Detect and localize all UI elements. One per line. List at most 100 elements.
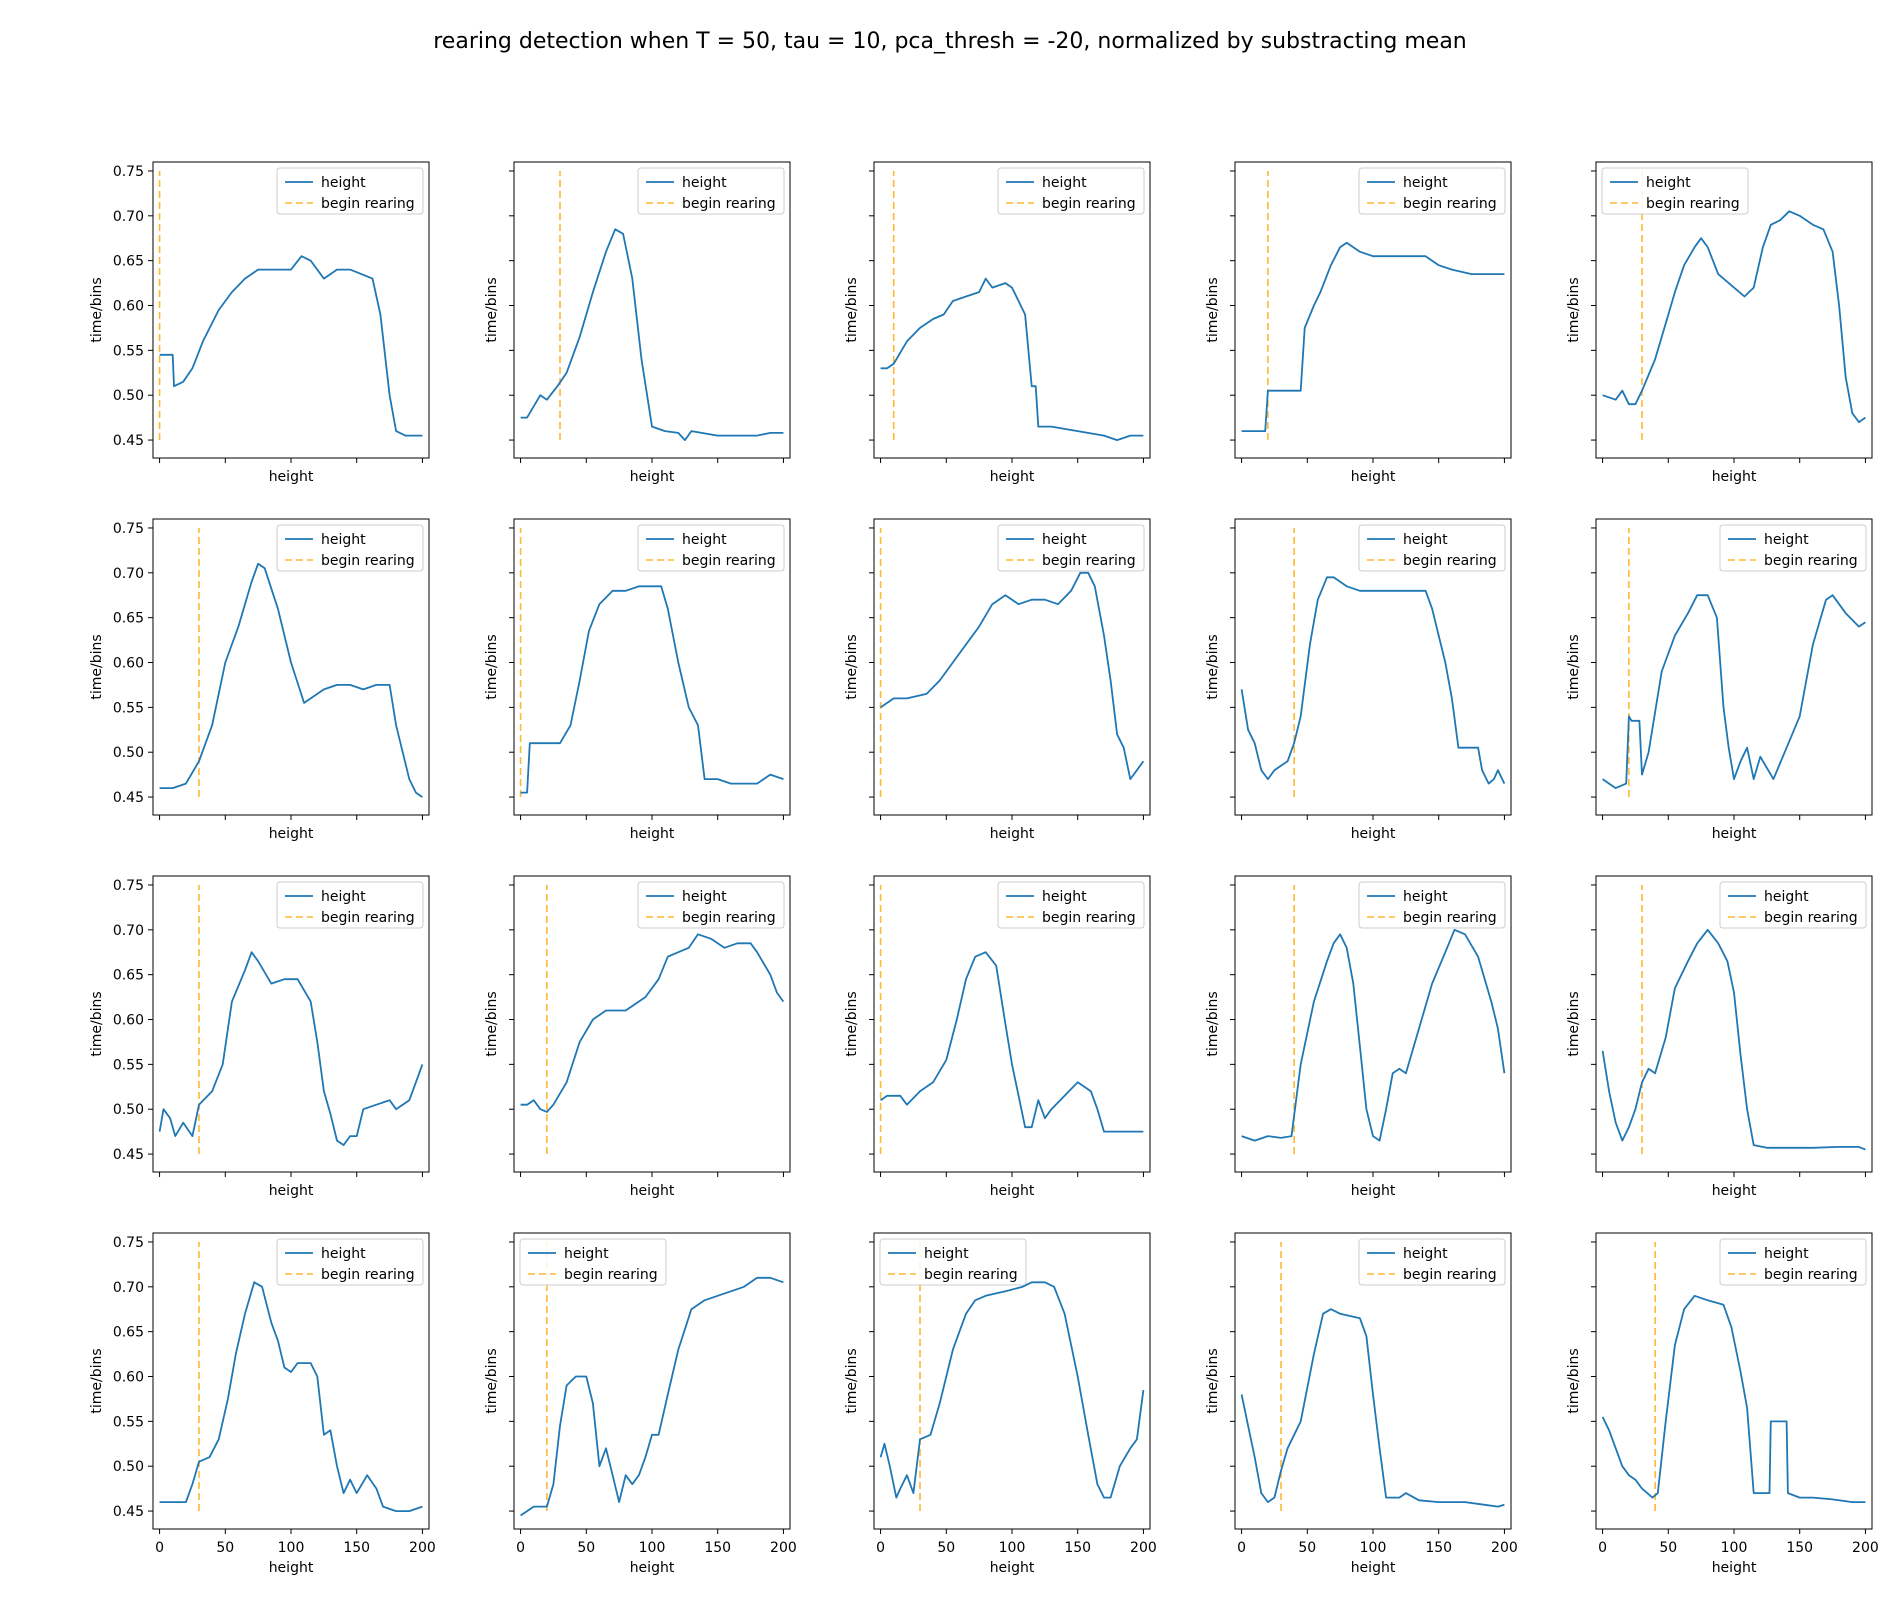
legend: height begin rearing <box>1719 524 1867 572</box>
legend-box <box>1358 1238 1506 1286</box>
legend-label-height: height <box>564 1246 609 1262</box>
y-axis-label: time/bins <box>89 991 105 1056</box>
height-series-line <box>880 277 1144 442</box>
legend-label-begin-rearing: begin rearing <box>1042 553 1136 569</box>
y-tick-label: 0.60 <box>113 1370 144 1386</box>
y-axis-label: time/bins <box>844 277 860 342</box>
legend-box <box>519 1238 667 1286</box>
y-axis-label: time/bins <box>1566 991 1582 1056</box>
legend-label-begin-rearing: begin rearing <box>1764 553 1858 569</box>
legend-label-height: height <box>682 532 727 548</box>
x-tick-label: 0 <box>155 1540 164 1556</box>
x-tick-label: 200 <box>1130 1540 1157 1556</box>
legend-label-height: height <box>682 889 727 905</box>
legend-label-height: height <box>924 1246 969 1262</box>
legend: height begin rearing <box>276 167 424 215</box>
y-axis-label: time/bins <box>89 277 105 342</box>
x-tick-label: 50 <box>577 1540 595 1556</box>
legend-box <box>879 1238 1027 1286</box>
legend: height begin rearing <box>637 881 785 929</box>
legend-label-height: height <box>1042 889 1087 905</box>
subplot: height time/bins height begin rearing <box>844 518 1151 842</box>
y-tick-label: 0.75 <box>113 1235 144 1251</box>
y-tick-label: 0.55 <box>113 343 144 359</box>
legend-label-begin-rearing: begin rearing <box>1403 910 1497 926</box>
legend-box <box>997 524 1145 572</box>
x-tick-label: 0 <box>1598 1540 1607 1556</box>
legend-label-begin-rearing: begin rearing <box>924 1267 1018 1283</box>
legend: height begin rearing <box>879 1238 1027 1286</box>
y-tick-label: 0.50 <box>113 1102 144 1118</box>
x-tick-label: 100 <box>1721 1540 1748 1556</box>
x-axis-label: height <box>269 469 314 485</box>
height-series-line <box>520 1276 784 1517</box>
height-series-line <box>1240 1308 1505 1508</box>
y-tick-label: 0.45 <box>113 433 144 449</box>
legend-label-begin-rearing: begin rearing <box>1403 553 1497 569</box>
x-axis-label: height <box>630 1183 675 1199</box>
legend-label-begin-rearing: begin rearing <box>1646 196 1740 212</box>
y-tick-label: 0.50 <box>113 1459 144 1475</box>
legend: height begin rearing <box>1719 881 1867 929</box>
height-series-line <box>158 951 424 1146</box>
y-axis-label: time/bins <box>1205 991 1221 1056</box>
legend-label-begin-rearing: begin rearing <box>321 1267 415 1283</box>
subplot: 0.45 0.50 0.55 0.60 0.65 0.70 0.75 height time/b… <box>89 875 430 1199</box>
x-tick-label: 0 <box>876 1540 885 1556</box>
legend-box <box>1719 524 1867 572</box>
height-series-line <box>1241 241 1505 433</box>
x-axis-label: height <box>990 1560 1035 1576</box>
height-series-line <box>1240 576 1506 785</box>
legend-label-height: height <box>321 1246 366 1262</box>
legend: height begin rearing <box>1358 524 1506 572</box>
subplot-grid: 0.45 0.50 0.55 0.60 0.65 0.70 0.75 height time/b… <box>89 161 1879 1576</box>
legend-label-height: height <box>1403 532 1448 548</box>
y-tick-label: 0.55 <box>113 700 144 716</box>
y-tick-label: 0.60 <box>113 299 144 315</box>
y-axis-label: time/bins <box>1205 1348 1221 1413</box>
legend-label-height: height <box>1764 889 1809 905</box>
x-tick-label: 50 <box>216 1540 234 1556</box>
x-axis-label: height <box>269 826 314 842</box>
x-tick-label: 150 <box>1425 1540 1452 1556</box>
y-axis-label: time/bins <box>484 991 500 1056</box>
legend: height begin rearing <box>276 524 424 572</box>
y-tick-label: 0.75 <box>113 164 144 180</box>
subplot: height time/bins height begin rearing <box>1205 161 1512 485</box>
legend-box <box>997 167 1145 215</box>
y-axis-label: time/bins <box>1566 1348 1582 1413</box>
y-tick-label: 0.65 <box>113 254 144 270</box>
legend-label-begin-rearing: begin rearing <box>1403 196 1497 212</box>
x-axis-label: height <box>630 469 675 485</box>
x-tick-label: 50 <box>1659 1540 1677 1556</box>
x-axis-label: height <box>269 1183 314 1199</box>
legend-label-height: height <box>1764 532 1809 548</box>
subplot: 0 50 100 150 200 height time/bins height begin r… <box>1566 1232 1879 1576</box>
legend-label-height: height <box>1403 175 1448 191</box>
legend-label-begin-rearing: begin rearing <box>564 1267 658 1283</box>
x-axis-label: height <box>1712 826 1757 842</box>
y-tick-label: 0.75 <box>113 878 144 894</box>
legend-label-begin-rearing: begin rearing <box>1042 196 1136 212</box>
legend-box <box>276 167 424 215</box>
x-tick-label: 200 <box>409 1540 436 1556</box>
x-axis-label: height <box>990 1183 1035 1199</box>
x-tick-label: 200 <box>770 1540 797 1556</box>
legend-box <box>276 1238 424 1286</box>
height-series-line <box>520 228 784 442</box>
legend-box <box>1358 167 1506 215</box>
legend-label-begin-rearing: begin rearing <box>321 196 415 212</box>
x-axis-label: height <box>1351 469 1396 485</box>
x-tick-label: 150 <box>343 1540 370 1556</box>
legend-label-begin-rearing: begin rearing <box>321 553 415 569</box>
x-tick-label: 0 <box>1237 1540 1246 1556</box>
legend-label-begin-rearing: begin rearing <box>682 553 776 569</box>
legend: height begin rearing <box>637 524 785 572</box>
y-tick-label: 0.60 <box>113 656 144 672</box>
x-tick-label: 150 <box>1786 1540 1813 1556</box>
legend: height begin rearing <box>1719 1238 1867 1286</box>
y-axis-label: time/bins <box>1566 634 1582 699</box>
height-series-line <box>159 255 423 437</box>
height-series-line <box>880 951 1144 1133</box>
